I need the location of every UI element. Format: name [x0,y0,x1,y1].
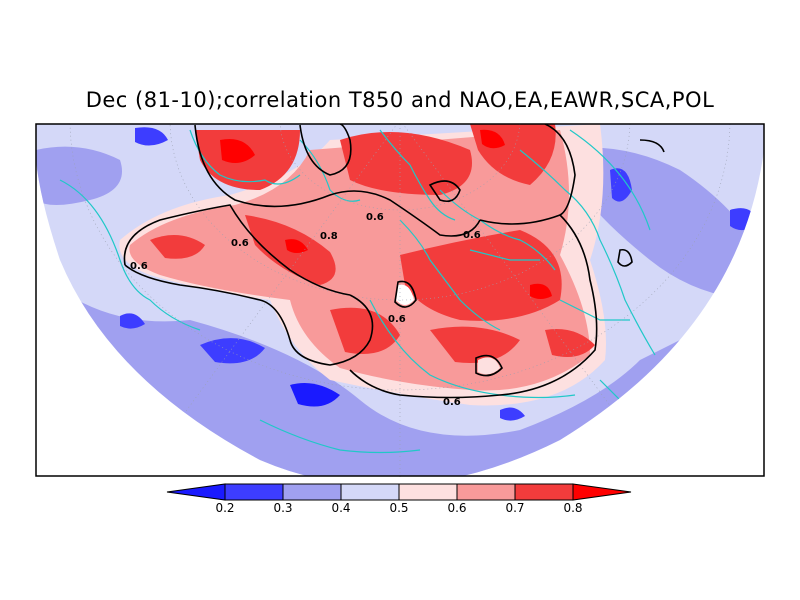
field-peak [480,129,505,149]
contour-label: 0.6 [443,397,461,408]
contour-label: 0.6 [463,230,481,241]
field-high-core [150,235,205,259]
field-low-core [730,208,758,231]
map-title: Dec (81-10);correlation T850 and NAO,EA,… [85,88,715,112]
colorbar-segment [398,483,458,501]
colorbar-tick-label: 0.8 [563,501,583,515]
field-high-core [400,230,562,321]
colorbar-segment [456,483,516,501]
field-low-band [560,147,764,300]
field-low-core [200,338,265,364]
contour-label: 0.6 [231,238,249,249]
field-low-core [610,168,632,202]
contour-labels: 0.6 0.8 0.6 0.6 0.6 0.6 0.6 [130,212,481,408]
field-peak [220,139,255,164]
field-low-hole [396,284,414,305]
map-domain [36,124,764,480]
colorbar-tick-label: 0.4 [331,501,351,515]
contour-label: 0.6 [366,212,384,223]
coastlines [59,129,656,454]
graticule [69,124,731,480]
field-peak [285,239,308,253]
colorbar-segment [282,483,342,501]
field-high-core [430,326,520,364]
colorbar-tick-label: 0.5 [389,501,409,515]
colorbar-segment [340,483,400,501]
field-low-band [36,146,122,205]
colorbar [166,483,632,501]
colorbar-segment [224,483,284,501]
field-high-core [330,307,400,354]
field-low-core [290,382,340,407]
field-high-core [340,132,472,195]
contour-label: 0.6 [130,261,148,272]
contour-label: 0.6 [388,314,406,325]
field-low-core [500,407,525,421]
field-low-core [135,127,168,146]
colorbar-tick-label: 0.6 [447,501,467,515]
field-low-band [36,270,764,476]
contours [123,124,665,399]
field-high-band [129,130,590,391]
colorbar-segment [514,483,574,501]
field-peak [530,283,552,299]
colorbar-arrow-left [166,483,226,501]
colorbar-tick-label: 0.7 [505,501,525,515]
contour-label: 0.8 [320,231,338,242]
field-low-hole [478,357,500,375]
plot-frame [35,123,765,477]
field-high-core [545,329,595,358]
colorbar-tick-label: 0.2 [215,501,235,515]
colorbar-arrow-right [572,483,632,501]
field-low-core [120,313,145,329]
colorbar-tick-label: 0.3 [273,501,293,515]
